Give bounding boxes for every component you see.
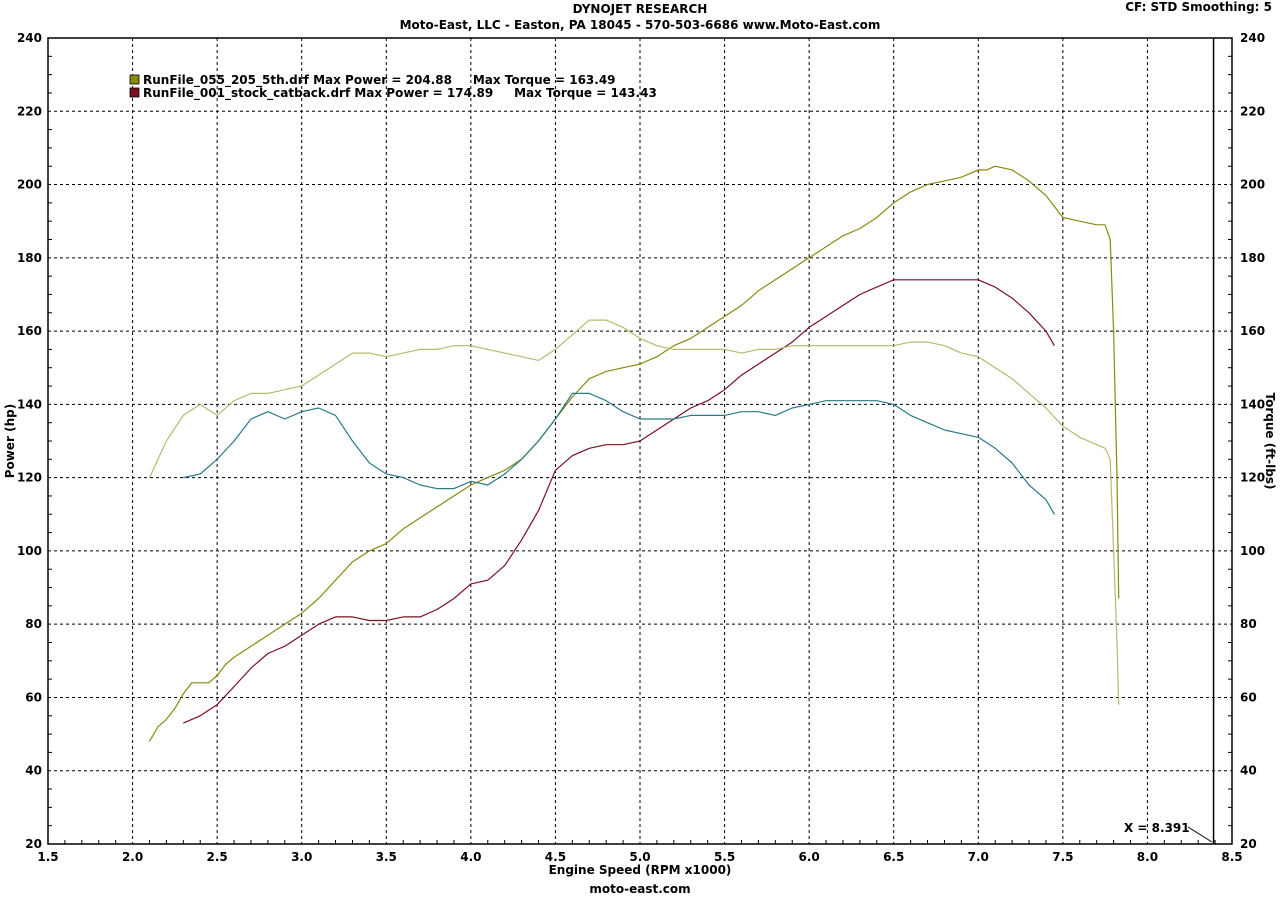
x-tick-label: 3.5 — [376, 850, 397, 864]
chart-title: DYNOJET RESEARCH — [572, 2, 708, 16]
y-tick-label: 200 — [17, 178, 42, 192]
x-tick-label: 2.0 — [122, 850, 143, 864]
legend-entry: RunFile_001_stock_catback.drf Max Power … — [143, 86, 657, 101]
y-tick-label: 220 — [17, 104, 42, 118]
legend: RunFile_055_205_5th.drf Max Power = 204.… — [129, 73, 657, 101]
legend-swatch — [129, 74, 140, 85]
x-tick-label: 1.5 — [37, 850, 58, 864]
y2-tick-label: 120 — [1240, 471, 1265, 485]
y-tick-label: 20 — [25, 837, 42, 851]
x-tick-label: 4.5 — [545, 850, 566, 864]
series-power-1 — [183, 279, 1055, 724]
y2-tick-label: 240 — [1240, 31, 1265, 45]
y-tick-label: 100 — [17, 544, 42, 558]
x-tick-label: 6.0 — [799, 850, 820, 864]
y-tick-label: 140 — [17, 397, 42, 411]
cursor-readout: X = 8.391 — [1124, 821, 1190, 835]
axis-ticks: 1.5 2.0 2.5 3.0 3.5 4.0 4.5 5.0 5.5 6.0 6.5 7.0 7.5 8… — [17, 31, 1265, 864]
y2-tick-label: 100 — [1240, 544, 1265, 558]
footer-text: moto-east.com — [589, 882, 691, 896]
y-tick-label: 180 — [17, 251, 42, 265]
chart-subtitle: Moto-East, LLC - Easton, PA 18045 - 570-… — [399, 18, 881, 32]
y2-tick-label: 40 — [1240, 764, 1257, 778]
x-tick-label: 6.5 — [883, 850, 904, 864]
x-tick-label: 8.5 — [1221, 850, 1242, 864]
y-tick-label: 60 — [25, 690, 42, 704]
y2-tick-label: 60 — [1240, 690, 1257, 704]
x-tick-label: 3.0 — [291, 850, 312, 864]
series-torque-2 — [148, 319, 1120, 705]
x-tick-label: 7.5 — [1052, 850, 1073, 864]
legend-entry: RunFile_055_205_5th.drf Max Power = 204.… — [143, 73, 616, 88]
y2-tick-label: 140 — [1240, 397, 1265, 411]
x-tick-label: 2.5 — [207, 850, 228, 864]
legend-swatch — [129, 87, 140, 98]
x-tick-label: 7.0 — [968, 850, 989, 864]
series-lines — [148, 165, 1120, 742]
x-tick-label: 8.0 — [1137, 850, 1158, 864]
y-tick-label: 160 — [17, 324, 42, 338]
x-tick-label: 4.0 — [460, 850, 481, 864]
y-tick-label: 120 — [17, 471, 42, 485]
y2-axis-label: Torque (ft-lbs) — [1263, 393, 1277, 490]
y2-tick-label: 80 — [1240, 617, 1257, 631]
y2-tick-label: 200 — [1240, 178, 1265, 192]
y-axis-label: Power (hp) — [3, 404, 17, 478]
cursor-leader — [1187, 826, 1213, 843]
y-tick-label: 80 — [25, 617, 42, 631]
series-torque-3 — [183, 392, 1055, 515]
x-tick-label: 5.0 — [629, 850, 650, 864]
y2-tick-label: 220 — [1240, 104, 1265, 118]
y-tick-label: 40 — [25, 764, 42, 778]
y2-tick-label: 20 — [1240, 837, 1257, 851]
y-tick-label: 240 — [17, 31, 42, 45]
x-tick-label: 5.5 — [714, 850, 735, 864]
y2-tick-label: 160 — [1240, 324, 1265, 338]
y2-tick-label: 180 — [1240, 251, 1265, 265]
series-power-0 — [148, 165, 1120, 742]
settings-readout: CF: STD Smoothing: 5 — [1125, 0, 1272, 14]
x-axis-label: Engine Speed (RPM x1000) — [549, 863, 732, 877]
